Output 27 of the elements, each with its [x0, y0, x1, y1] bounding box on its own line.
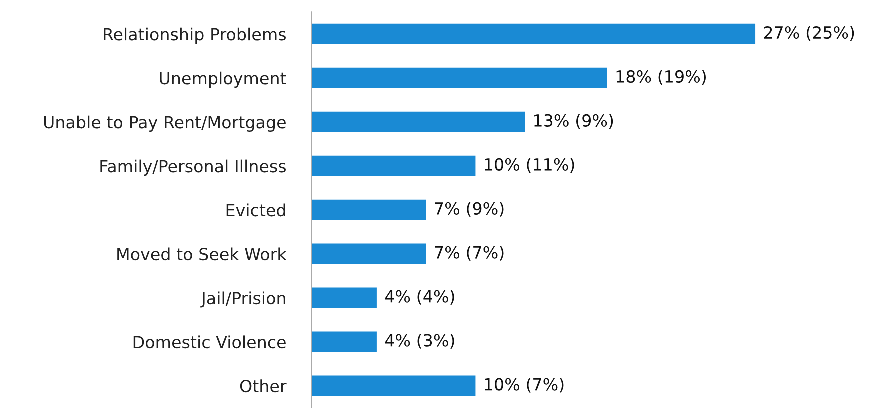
bar [312, 330, 378, 354]
y-tick-label: Family/Personal Illness [100, 160, 286, 176]
y-tick-label: Evicted [226, 204, 286, 217]
y-tick-label: Moved to Seek Work [118, 248, 287, 261]
bar [312, 110, 526, 134]
bar [312, 198, 428, 222]
bar [312, 374, 478, 398]
bar [312, 22, 757, 46]
y-tick-label: Other [240, 380, 287, 393]
data-label: 4% (3%) [385, 334, 454, 349]
y-tick-label: Relationship Problems [104, 28, 286, 44]
bar [312, 154, 478, 178]
bar [312, 66, 609, 90]
bar [312, 242, 428, 266]
data-label: 7% (7%) [435, 246, 504, 261]
data-label: 4% (4%) [385, 290, 454, 305]
y-tick-label: Jail/Prision [200, 292, 286, 308]
y-tick-label: Domestic Violence [134, 336, 286, 349]
data-label: 10% (7%) [485, 378, 564, 393]
data-label: 18% (19%) [616, 70, 706, 85]
data-label: 27% (25%) [764, 26, 854, 42]
y-tick-label: Unemployment [160, 72, 286, 88]
bar [312, 286, 378, 310]
data-label: 10% (11%) [485, 158, 574, 173]
data-label: 13% (9%) [534, 114, 614, 129]
data-label: 7% (9%) [435, 202, 504, 217]
y-tick-label: Unable to Pay Rent/Mortgage [44, 116, 286, 132]
